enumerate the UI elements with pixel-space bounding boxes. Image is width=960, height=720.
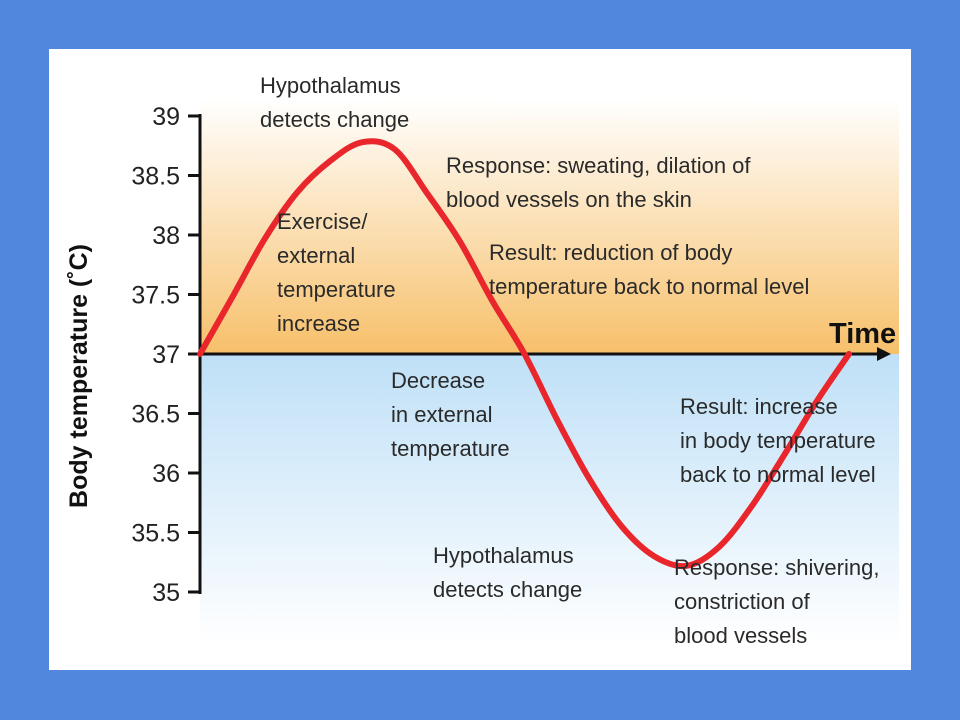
annotation-line: in external [391, 402, 493, 427]
annotation-line: temperature back to normal level [489, 274, 809, 299]
y-tick-label: 36.5 [131, 401, 180, 429]
y-tick-label: 38.5 [131, 163, 180, 191]
annotation-line: blood vessels on the skin [446, 187, 692, 212]
x-axis-arrow [877, 347, 891, 361]
annotation-hypothalamus-top: Hypothalamus detects change [260, 73, 409, 132]
annotation-line: Result: reduction of body [489, 240, 732, 265]
annotation-line: blood vessels [674, 623, 807, 648]
y-tick-label: 39 [152, 103, 180, 131]
annotation-line: detects change [260, 107, 409, 132]
annotations: Hypothalamus detects change Exercise/exter… [260, 73, 879, 648]
annotation-line: Result: increase [680, 394, 838, 419]
y-tick-label: 38 [152, 222, 180, 250]
annotation-line: Hypothalamus [260, 73, 401, 98]
annotation-line: temperature [391, 436, 510, 461]
y-tick-label: 36 [152, 460, 180, 488]
annotation-response-sweating: Response: sweating, dilation of blood ves… [446, 153, 751, 212]
y-tick-label: 37 [152, 341, 180, 369]
annotation-line: constriction of [674, 589, 811, 614]
annotation-hypothalamus-bottom: Hypothalamus detects change [433, 543, 582, 602]
warm-region [200, 99, 899, 354]
annotation-response-shivering: Response: shivering, constriction of blood… [674, 555, 879, 648]
annotation-line: back to normal level [680, 462, 876, 487]
annotation-line: Exercise/ [277, 209, 368, 234]
annotation-line: temperature [277, 277, 396, 302]
annotation-result-increase: Result: increase in body temperature back … [680, 394, 876, 487]
temperature-chart: 39 38.5 38 37.5 37 36.5 36 35.5 35 Body temperat… [65, 73, 899, 648]
x-axis [200, 347, 891, 361]
annotation-line: increase [277, 311, 360, 336]
annotation-result-reduction: Result: reduction of body temperature bac… [489, 240, 809, 299]
y-axis: 39 38.5 38 37.5 37 36.5 36 35.5 35 [131, 103, 202, 607]
annotation-decrease: Decrease in external temperature [391, 368, 510, 461]
annotation-line: Response: sweating, dilation of [446, 153, 751, 178]
x-axis-label: Time [829, 318, 896, 350]
y-axis-label: Body temperature (˚C) [65, 244, 93, 508]
annotation-line: external [277, 243, 355, 268]
y-tick-label: 37.5 [131, 282, 180, 310]
y-tick-label: 35.5 [131, 520, 180, 548]
annotation-line: in body temperature [680, 428, 876, 453]
annotation-exercise: Exercise/external temperature increase [277, 209, 396, 336]
annotation-line: detects change [433, 577, 582, 602]
annotation-line: Decrease [391, 368, 485, 393]
body-temperature-curve [197, 138, 852, 570]
annotation-line: Hypothalamus [433, 543, 574, 568]
y-tick-label: 35 [152, 579, 180, 607]
chart-panel: 39 38.5 38 37.5 37 36.5 36 35.5 35 Body temperat… [49, 49, 911, 670]
annotation-line: Response: shivering, [674, 555, 879, 580]
